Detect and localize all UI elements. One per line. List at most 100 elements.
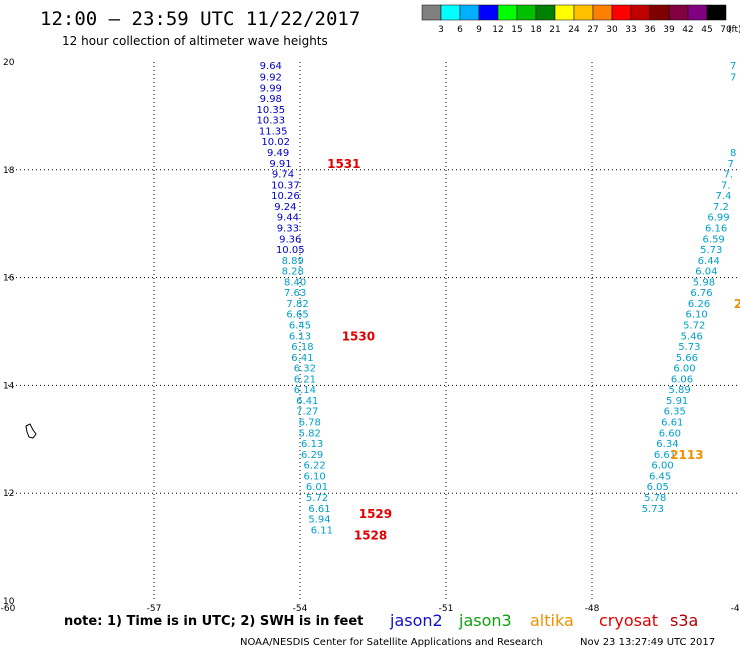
chart-subtitle: 12 hour collection of altimeter wave hei… bbox=[62, 34, 328, 48]
wave-height-label: 6.26 bbox=[688, 299, 710, 310]
colorbar-swatch bbox=[497, 4, 518, 21]
pass-time-label: 1529 bbox=[359, 507, 392, 521]
colorbar-swatch bbox=[421, 4, 442, 21]
chart-title: 12:00 – 23:59 UTC 11/22/2017 bbox=[40, 8, 360, 30]
colorbar-label: 12 bbox=[492, 25, 503, 35]
wave-height-label: 5.72 bbox=[306, 493, 328, 504]
wave-height-label: 6.11 bbox=[311, 525, 333, 536]
footer-credit: NOAA/NESDIS Center for Satellite Applica… bbox=[240, 637, 543, 648]
pass-time-labels: 1531 1530 1529 1528 2113 2 bbox=[327, 157, 740, 543]
x-tick-label: -54 bbox=[293, 604, 308, 614]
wave-height-label: 6.00 bbox=[651, 461, 673, 472]
wave-height-label: 6.10 bbox=[303, 471, 325, 482]
wave-height-label: 6.05 bbox=[647, 482, 669, 493]
satellite-legend-jason2: jason2 bbox=[389, 611, 443, 630]
wave-height-label: 6.61 bbox=[661, 418, 683, 429]
wave-height-label: 6.21 bbox=[294, 374, 316, 385]
wave-height-label: 5.89 bbox=[668, 385, 690, 396]
axis-ticks: -60 -57 -54 -51 -48 -45 10 12 14 16 18 20 bbox=[1, 58, 740, 614]
wave-height-label: 5.73 bbox=[700, 245, 722, 256]
wave-height-label: 6.00 bbox=[673, 364, 695, 375]
wave-height-label: 6.59 bbox=[703, 234, 725, 245]
pass-time-label: 2113 bbox=[670, 448, 703, 462]
wave-height-label: 6.01 bbox=[306, 482, 328, 493]
colorbar-label: 3 bbox=[438, 25, 444, 35]
wave-height-label: 6.04 bbox=[695, 267, 717, 278]
colorbar-label: 36 bbox=[644, 25, 656, 35]
wave-height-label: 7. bbox=[721, 180, 731, 191]
colorbar-label: 18 bbox=[530, 25, 542, 35]
wave-height-label: 9.24 bbox=[274, 202, 296, 213]
wave-height-label: 8.89 bbox=[282, 256, 304, 267]
wave-height-label: 6.18 bbox=[291, 342, 313, 353]
colorbar-label: 30 bbox=[606, 25, 618, 35]
wave-height-label: 9.64 bbox=[260, 61, 282, 72]
wave-height-label: 6.14 bbox=[294, 385, 316, 396]
x-tick-label: -45 bbox=[731, 604, 740, 614]
wave-height-label: 6.61 bbox=[308, 504, 330, 515]
wave-height-label: 10.35 bbox=[256, 105, 285, 116]
wave-height-label: 7 bbox=[730, 73, 736, 84]
wave-height-label: 9.91 bbox=[269, 159, 291, 170]
y-tick-label: 16 bbox=[3, 274, 15, 284]
satellite-legend: jason2 jason3 altika cryosat s3a bbox=[389, 611, 698, 630]
wave-height-label: 5.72 bbox=[683, 320, 705, 331]
wave-height-label: 7.2 bbox=[713, 202, 729, 213]
wave-height-label: 5.73 bbox=[678, 342, 700, 353]
wave-height-label: 8.28 bbox=[282, 267, 304, 278]
wave-height-label: 11.35 bbox=[259, 126, 288, 137]
pass-time-label: 1528 bbox=[354, 529, 387, 543]
colorbar-swatch bbox=[459, 4, 480, 21]
wave-height-label: 5.82 bbox=[299, 428, 321, 439]
wave-height-label: 6.32 bbox=[294, 364, 316, 375]
wave-height-label: 7.27 bbox=[296, 407, 318, 418]
colorbar-swatch bbox=[573, 4, 594, 21]
wave-height-label: 7. bbox=[723, 170, 733, 181]
satellite-legend-s3a: s3a bbox=[670, 611, 698, 630]
wave-height-label: 6.45 bbox=[289, 320, 311, 331]
x-tick-label: -51 bbox=[439, 604, 454, 614]
wave-height-label: 7 bbox=[728, 159, 734, 170]
wave-height-label: 7 bbox=[730, 61, 736, 72]
wave-height-label: 6.78 bbox=[299, 418, 321, 429]
colorbar-swatch bbox=[535, 4, 556, 21]
wave-height-label: 6.76 bbox=[690, 288, 712, 299]
colorbar-swatch bbox=[516, 4, 537, 21]
colorbar-label: 27 bbox=[587, 25, 598, 35]
wave-height-label: 5.94 bbox=[308, 515, 330, 526]
colorbar-swatch bbox=[554, 4, 575, 21]
colorbar-label: 24 bbox=[568, 25, 580, 35]
wave-height-label: 5.73 bbox=[642, 504, 664, 515]
wave-height-label: 8 bbox=[730, 148, 736, 159]
wave-height-label: 6.16 bbox=[705, 223, 727, 234]
y-tick-label: 12 bbox=[3, 489, 14, 499]
wave-height-label: 9.49 bbox=[267, 148, 289, 159]
wave-height-label: 10.26 bbox=[271, 191, 300, 202]
wave-height-label: 5.46 bbox=[681, 331, 703, 342]
wave-height-label: 9.74 bbox=[272, 170, 294, 181]
wave-height-label: 6.61 bbox=[654, 450, 676, 461]
x-tick-label: -48 bbox=[585, 604, 600, 614]
legend-note: note: 1) Time is in UTC; 2) SWH is in fe… bbox=[64, 614, 363, 629]
x-tick-label: -60 bbox=[1, 604, 16, 614]
wave-height-label: 5.66 bbox=[676, 353, 698, 364]
wave-height-label: 5.78 bbox=[644, 493, 666, 504]
colorbar-label: 45 bbox=[701, 25, 712, 35]
wave-height-label: 6.65 bbox=[286, 310, 308, 321]
y-tick-label: 20 bbox=[3, 58, 15, 68]
satellite-legend-altika: altika bbox=[530, 611, 574, 630]
wave-height-label: 8.40 bbox=[284, 277, 306, 288]
satellite-legend-jason3: jason3 bbox=[458, 611, 512, 630]
wave-height-label: 6.45 bbox=[649, 471, 671, 482]
wave-height-label: 7.4 bbox=[715, 191, 731, 202]
wave-height-label: 10.37 bbox=[271, 180, 300, 191]
island-outline bbox=[25, 423, 37, 439]
wave-height-label: 5.91 bbox=[666, 396, 688, 407]
colorbar-label: 33 bbox=[625, 25, 636, 35]
wave-height-label: 9.92 bbox=[260, 73, 282, 84]
pass-time-label: 2 bbox=[734, 297, 740, 311]
wave-height-label: 6.06 bbox=[671, 374, 693, 385]
